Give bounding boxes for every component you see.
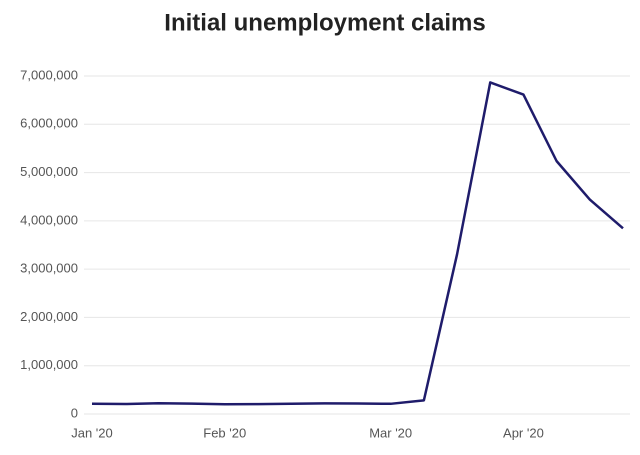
y-tick-label: 4,000,000: [20, 212, 78, 227]
y-tick-label: 5,000,000: [20, 164, 78, 179]
y-tick-label: 7,000,000: [20, 67, 78, 82]
chart-title: Initial unemployment claims: [164, 9, 485, 36]
y-tick-label: 2,000,000: [20, 309, 78, 324]
line-series: [91, 81, 624, 406]
y-tick-label: 0: [71, 405, 78, 420]
y-tick-label: 3,000,000: [20, 261, 78, 276]
x-tick-label: Mar '20: [369, 425, 412, 440]
x-tick-label: Jan '20: [71, 425, 113, 440]
x-tick-label: Feb '20: [203, 425, 246, 440]
y-tick-label: 6,000,000: [20, 116, 78, 131]
x-tick-label: Apr '20: [503, 425, 544, 440]
y-tick-label: 1,000,000: [20, 357, 78, 372]
